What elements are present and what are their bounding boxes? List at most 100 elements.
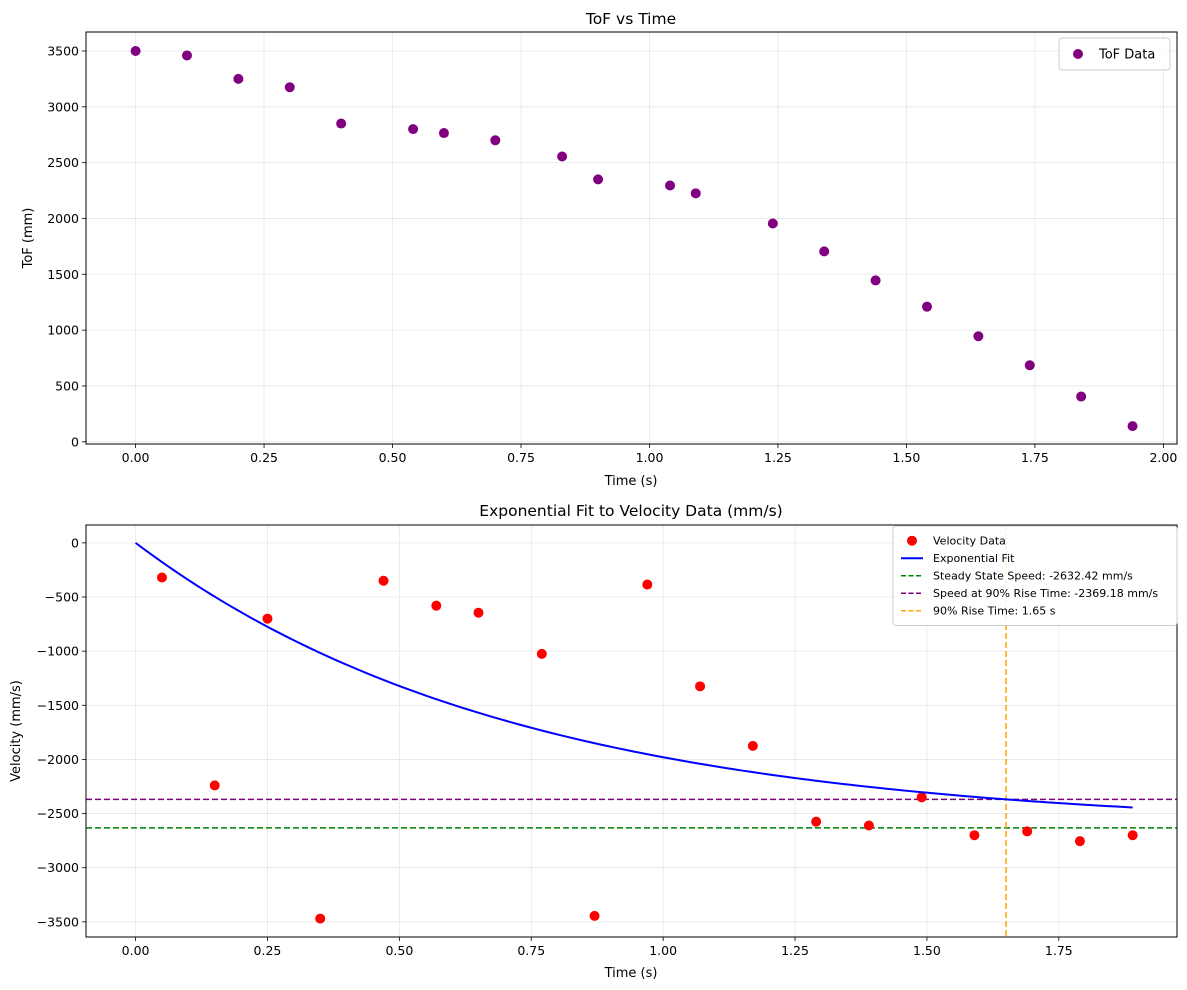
- velocity-plot-frame: [85, 524, 1178, 938]
- velocity-x-tick-label: 0.25: [254, 943, 282, 958]
- tof-legend-label: ToF Data: [1098, 48, 1155, 63]
- velocity-y-tick-label: −1000: [37, 644, 79, 659]
- tof-chart-title: ToF vs Time: [585, 10, 676, 28]
- tof-y-tick-label: 500: [55, 378, 79, 393]
- tof-x-tick-label: 1.00: [636, 450, 664, 465]
- velocity-data-point: [747, 740, 758, 751]
- tof-data-point: [921, 301, 932, 312]
- tof-y-tick-label: 0: [71, 434, 79, 449]
- velocity-data-point: [209, 780, 220, 791]
- velocity-x-tick-label: 1.25: [781, 943, 809, 958]
- velocity-data-point: [969, 830, 980, 841]
- velocity-data-point: [431, 600, 442, 611]
- velocity-y-tick-label: −3000: [37, 860, 79, 875]
- tof-data-point: [336, 118, 347, 129]
- tof-y-tick-label: 3500: [47, 43, 79, 58]
- tof-y-tick-label: 3000: [47, 99, 79, 114]
- tof-grid: [86, 32, 1177, 444]
- velocity-data-point: [916, 792, 927, 803]
- velocity-y-tick-label: −3500: [37, 914, 79, 929]
- velocity-legend-label: Exponential Fit: [933, 552, 1015, 565]
- tof-data-point: [408, 124, 419, 135]
- tof-x-tick-label: 1.50: [893, 450, 921, 465]
- velocity-data-point: [262, 613, 273, 624]
- tof-y-axis-label: ToF (mm): [21, 208, 36, 270]
- velocity-x-tick-label: 1.50: [913, 943, 941, 958]
- tof-data-point: [130, 45, 141, 56]
- tof-x-tick-label: 0.50: [379, 450, 407, 465]
- tof-x-tick-label: 1.75: [1021, 450, 1049, 465]
- tof-x-tick-label: 0.00: [122, 450, 150, 465]
- velocity-data-point: [156, 572, 167, 583]
- tof-y-tick-label: 2000: [47, 211, 79, 226]
- tof-data-point: [690, 188, 701, 199]
- tof-data-point: [665, 180, 676, 191]
- tof-data-point: [1024, 360, 1035, 371]
- tof-x-tick-label: 0.75: [507, 450, 535, 465]
- tof-x-tick-label: 0.25: [250, 450, 278, 465]
- velocity-legend-box: [892, 525, 1178, 626]
- velocity-x-tick-label: 0.50: [385, 943, 413, 958]
- tof-x-tick-label: 1.25: [764, 450, 792, 465]
- velocity-data-point: [589, 910, 600, 921]
- velocity-data-point: [642, 579, 653, 590]
- velocity-ticks: 0.00 0.25 0.50 0.75 1.00 1.25 1.50 1.75 0 −500 −10…: [37, 535, 1073, 958]
- tof-x-axis-label: Time (s): [604, 474, 658, 489]
- tof-data-point: [181, 50, 192, 61]
- tof-marks: [130, 45, 1138, 432]
- tof-plot-frame: [85, 31, 1178, 445]
- tof-data-point: [819, 246, 830, 257]
- tof-legend: ToF Data: [1058, 37, 1171, 71]
- velocity-data-point: [1074, 836, 1085, 847]
- velocity-fit-line: [134, 542, 1133, 809]
- velocity-y-tick-label: −2500: [37, 806, 79, 821]
- tof-data-point: [438, 128, 449, 139]
- tof-data-point: [870, 275, 881, 286]
- velocity-data-point: [811, 816, 822, 827]
- tof-ticks: 0.00 0.25 0.50 0.75 1.00 1.25 1.50 1.75 2.00 0 500…: [47, 43, 1177, 465]
- tof-data-point: [557, 151, 568, 162]
- tof-legend-marker: [1073, 49, 1083, 59]
- velocity-marks: [86, 525, 1177, 937]
- velocity-legend-marker: [907, 535, 917, 546]
- velocity-x-tick-label: 1.00: [649, 943, 677, 958]
- tof-data-point: [1076, 391, 1087, 402]
- velocity-data-point: [378, 575, 389, 586]
- tof-data-point: [1127, 421, 1138, 432]
- velocity-y-tick-label: −1500: [37, 698, 79, 713]
- velocity-x-axis-label: Time (s): [604, 966, 658, 981]
- velocity-y-axis-label: Velocity (mm/s): [9, 680, 24, 782]
- velocity-x-tick-label: 1.75: [1045, 943, 1073, 958]
- tof-y-tick-label: 2500: [47, 155, 79, 170]
- velocity-data-point: [315, 913, 326, 924]
- velocity-data-point: [863, 820, 874, 831]
- tof-y-tick-label: 1500: [47, 267, 79, 282]
- velocity-x-tick-label: 0.00: [122, 943, 150, 958]
- tof-data-point: [284, 82, 295, 93]
- velocity-legend-label: Velocity Data: [933, 535, 1006, 548]
- tof-data-point: [593, 174, 604, 185]
- velocity-legend-label: 90% Rise Time: 1.65 s: [933, 605, 1056, 618]
- velocity-legend-label: Speed at 90% Rise Time: -2369.18 mm/s: [933, 587, 1158, 600]
- velocity-data-point: [1127, 830, 1138, 841]
- velocity-legend-label: Steady State Speed: -2632.42 mm/s: [933, 570, 1133, 583]
- velocity-data-point: [473, 607, 484, 618]
- velocity-y-tick-label: −500: [45, 590, 79, 605]
- tof-data-point: [490, 135, 501, 146]
- tof-chart: ToF vs Time 0.00 0.25 0.50 0.75 1.00 1.25 1.50…: [21, 10, 1178, 489]
- velocity-x-tick-label: 0.75: [517, 943, 545, 958]
- tof-data-point: [233, 73, 244, 84]
- velocity-y-tick-label: −2000: [37, 752, 79, 767]
- velocity-chart: Exponential Fit to Velocity Data (mm/s) …: [9, 502, 1178, 981]
- tof-data-point: [973, 331, 984, 342]
- velocity-data-point: [536, 648, 547, 659]
- velocity-legend: Velocity Data Exponential Fit Steady State…: [892, 525, 1178, 626]
- tof-legend-box: [1058, 37, 1171, 71]
- velocity-data-point: [695, 681, 706, 692]
- velocity-chart-title: Exponential Fit to Velocity Data (mm/s): [479, 502, 782, 520]
- tof-data-point: [767, 218, 778, 229]
- velocity-y-tick-label: 0: [71, 535, 79, 550]
- tof-x-tick-label: 2.00: [1149, 450, 1177, 465]
- tof-y-tick-label: 1000: [47, 323, 79, 338]
